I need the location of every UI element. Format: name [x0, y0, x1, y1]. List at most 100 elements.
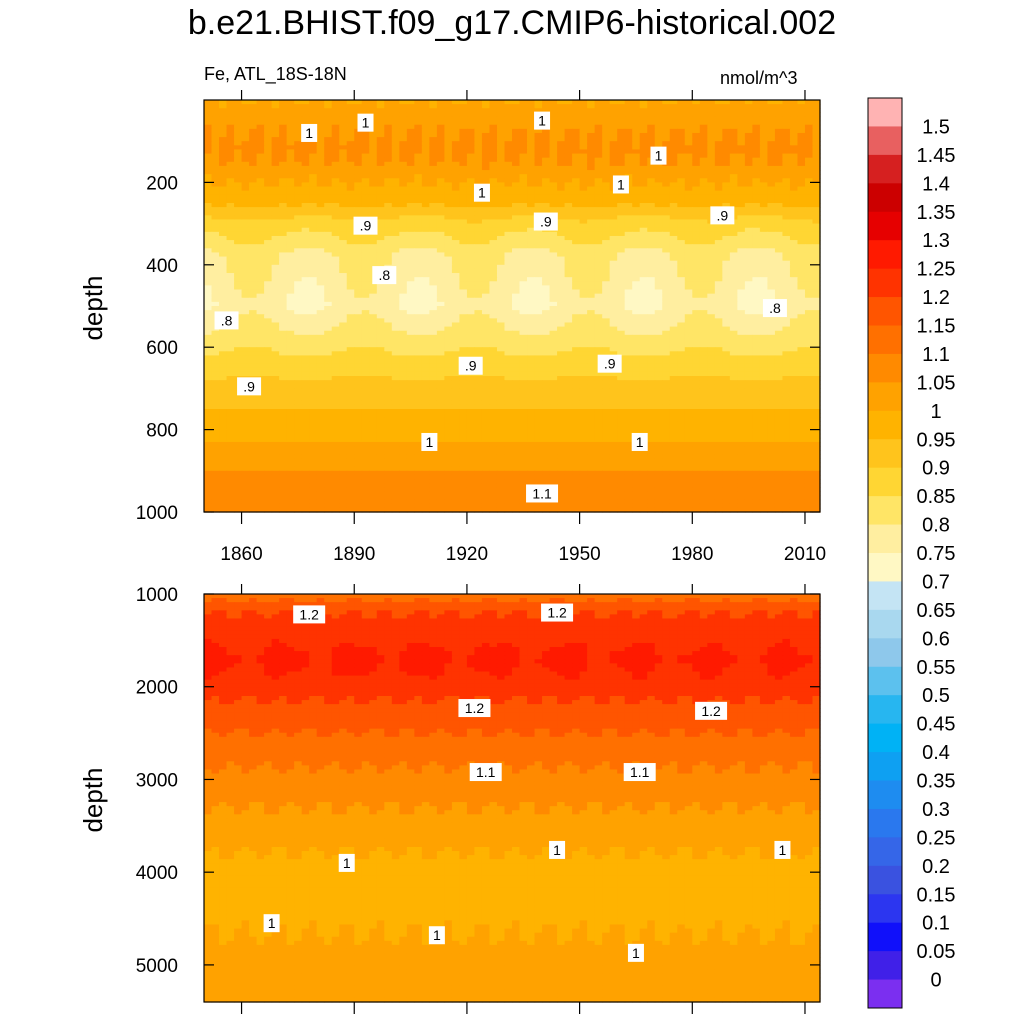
field-cell [609, 145, 618, 151]
field-cell [594, 281, 603, 286]
field-cell [459, 343, 468, 348]
field-cell [707, 343, 716, 348]
field-cell [466, 285, 476, 291]
field-cell [579, 338, 588, 344]
field-cell [391, 256, 400, 262]
field-cell [512, 293, 521, 299]
field-cell [744, 165, 753, 171]
field-cell [211, 285, 220, 291]
field-cell [384, 301, 393, 307]
field-cell [496, 277, 506, 282]
field-cell [549, 182, 558, 188]
field-cell [774, 153, 784, 159]
field-cell [632, 273, 641, 278]
field-cell [609, 281, 618, 286]
field-cell [249, 207, 258, 212]
field-cell [466, 252, 476, 258]
field-cell [301, 330, 310, 336]
field-cell [519, 194, 528, 200]
field-cell [654, 211, 663, 216]
field-cell [384, 240, 393, 245]
field-cell [714, 260, 723, 266]
field-cell [399, 310, 408, 315]
field-cell [294, 231, 303, 237]
field-cell [774, 289, 784, 295]
field-cell [647, 330, 656, 336]
field-cell [324, 306, 333, 311]
field-cell [714, 178, 723, 183]
field-cell [684, 104, 693, 109]
field-cell [436, 161, 445, 167]
field-cell [399, 215, 408, 221]
field-cell [639, 334, 648, 340]
field-cell [429, 157, 438, 163]
field-cell [384, 244, 393, 249]
field-cell [767, 293, 776, 299]
field-cell [519, 260, 528, 266]
field-cell [767, 182, 776, 188]
field-cell [436, 223, 445, 229]
field-cell [309, 149, 318, 155]
field-cell [722, 203, 731, 208]
field-cell [376, 231, 385, 237]
field-cell [737, 149, 746, 155]
field-cell [211, 273, 220, 278]
field-cell [504, 326, 513, 332]
field-cell [594, 174, 603, 179]
field-cell [324, 112, 333, 118]
field-cell [527, 100, 536, 105]
field-cell [789, 132, 799, 138]
field-cell [436, 293, 445, 299]
field-cell [271, 318, 280, 324]
field-cell [564, 219, 573, 225]
field-cell [234, 215, 243, 221]
field-cell [752, 108, 761, 113]
field-cell [669, 178, 678, 183]
field-cell [271, 132, 280, 138]
field-cell [512, 157, 521, 163]
field-cell [534, 165, 543, 171]
field-cell [767, 334, 776, 340]
field-cell [534, 145, 543, 151]
field-cell [294, 248, 303, 254]
field-cell [204, 322, 213, 328]
field-cell [346, 347, 355, 352]
field-cell [421, 182, 430, 188]
field-cell [804, 132, 814, 138]
field-cell [759, 137, 769, 142]
field-cell [219, 161, 228, 167]
field-cell [249, 186, 258, 192]
field-cell [767, 326, 776, 332]
field-cell [466, 268, 476, 274]
field-cell [677, 198, 686, 204]
field-cell [707, 314, 716, 319]
field-cell [429, 252, 438, 258]
field-cell [399, 170, 408, 175]
field-cell [459, 297, 468, 303]
field-cell [414, 260, 423, 266]
field-cell [466, 235, 476, 241]
field-cell [436, 281, 445, 286]
field-cell [804, 211, 814, 216]
field-cell [654, 322, 663, 328]
field-cell [527, 326, 536, 332]
field-cell [752, 310, 761, 315]
field-cell [331, 289, 340, 295]
field-cell [729, 124, 738, 130]
field-cell [519, 178, 528, 183]
field-cell [421, 170, 430, 175]
field-cell [722, 310, 731, 315]
field-cell [256, 244, 265, 249]
field-cell [782, 157, 791, 163]
field-cell [489, 330, 498, 336]
field-cell [752, 165, 761, 171]
field-cell [226, 219, 235, 225]
field-cell [459, 190, 468, 196]
field-cell [662, 285, 671, 291]
field-cell [669, 194, 678, 200]
field-cell [211, 256, 220, 262]
field-cell [346, 215, 355, 221]
field-cell [234, 170, 243, 175]
field-cell [684, 289, 693, 295]
field-cell [647, 326, 656, 332]
